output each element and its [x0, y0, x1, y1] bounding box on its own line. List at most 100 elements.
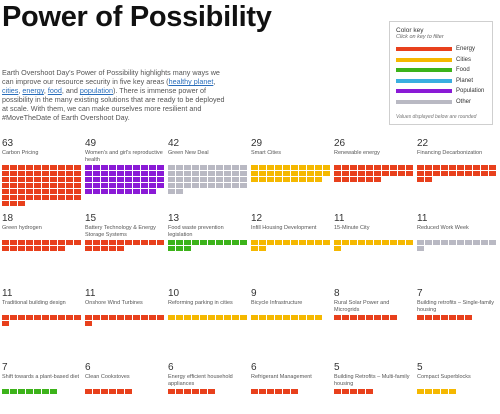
value-block	[149, 171, 156, 176]
value-block	[149, 165, 156, 170]
link-population[interactable]: population	[79, 86, 114, 95]
value-block	[291, 171, 298, 176]
color-key-item-planet[interactable]: Planet	[396, 76, 486, 87]
value-block	[481, 165, 488, 170]
value-block	[216, 183, 223, 188]
value-block	[74, 315, 81, 320]
value-block	[133, 165, 140, 170]
value-block	[299, 171, 306, 176]
value-block	[291, 315, 298, 320]
solution-tile[interactable]: 6 Energy efficient household appliances	[168, 362, 248, 395]
color-key-item-energy[interactable]: Energy	[396, 44, 486, 55]
value-block	[299, 315, 306, 320]
solution-tile[interactable]: 29 Smart Cities	[251, 138, 331, 183]
value-block	[224, 183, 231, 188]
solution-tile[interactable]: 5 Building Retrofits – Multi-family housi…	[334, 362, 414, 395]
value-block	[10, 246, 17, 251]
value-block	[200, 165, 207, 170]
solution-value: 13	[168, 213, 180, 224]
color-key-panel: Color key Click on key to filter Energy C…	[389, 21, 493, 125]
value-block	[473, 165, 480, 170]
value-block	[85, 321, 92, 326]
link-energy[interactable]: energy	[22, 86, 44, 95]
solution-tile[interactable]: 13 Food waste prevention legislation	[168, 213, 248, 252]
solution-tile[interactable]: 6 Refrigerant Management	[251, 362, 331, 395]
value-block	[176, 389, 183, 394]
value-blocks	[334, 165, 414, 183]
value-block	[291, 165, 298, 170]
value-block	[200, 171, 207, 176]
solution-label: Battery Technology & Energy Storage Syst…	[85, 225, 156, 238]
value-block	[149, 315, 156, 320]
solution-tile[interactable]: 11 Onshore Wind Turbines	[85, 288, 165, 327]
solution-label: Infill Housing Development	[251, 225, 317, 231]
solution-value: 5	[334, 362, 340, 373]
value-block	[34, 240, 41, 245]
value-block	[176, 171, 183, 176]
link-cities[interactable]: cities	[2, 86, 19, 95]
value-block	[168, 315, 175, 320]
value-block	[109, 189, 116, 194]
value-block	[18, 246, 25, 251]
solution-label: Renewable energy	[334, 150, 380, 156]
value-block	[425, 315, 432, 320]
value-block	[473, 240, 480, 245]
solution-value: 5	[417, 362, 423, 373]
value-block	[34, 189, 41, 194]
value-block	[141, 183, 148, 188]
value-block	[449, 240, 456, 245]
solution-tile[interactable]: 15 Battery Technology & Energy Storage Sy…	[85, 213, 165, 252]
solution-tile[interactable]: 26 Renewable energy	[334, 138, 414, 183]
link-food[interactable]: food	[47, 86, 62, 95]
value-block	[34, 246, 41, 251]
value-block	[240, 315, 247, 320]
value-block	[449, 315, 456, 320]
solution-value: 6	[251, 362, 257, 373]
value-block	[26, 165, 33, 170]
color-key-item-food[interactable]: Food	[396, 65, 486, 76]
solution-tile[interactable]: 5 Compact Superblocks	[417, 362, 497, 395]
solution-tile[interactable]: 6 Clean Cookstoves	[85, 362, 165, 395]
value-block	[216, 171, 223, 176]
value-block	[457, 171, 464, 176]
solution-tile[interactable]: 8 Rural Solar Power and Microgrids	[334, 288, 414, 321]
solution-label: Financing Decarbonization	[417, 150, 483, 156]
value-block	[390, 171, 397, 176]
solution-tile[interactable]: 7 Building retrofits – Single-family hous…	[417, 288, 497, 321]
value-blocks	[2, 240, 82, 252]
solution-tile[interactable]: 49 Women's and girl's reproductive health	[85, 138, 165, 195]
value-block	[232, 183, 239, 188]
value-block	[232, 240, 239, 245]
value-block	[157, 165, 164, 170]
solution-tile[interactable]: 18 Green hydrogen	[2, 213, 82, 252]
color-key-item-population[interactable]: Population	[396, 86, 486, 97]
solution-tile[interactable]: 22 Financing Decarbonization	[417, 138, 497, 183]
value-block	[267, 315, 274, 320]
solution-tile[interactable]: 11 Reduced Work Week	[417, 213, 497, 252]
value-block	[74, 171, 81, 176]
color-key-item-other[interactable]: Other	[396, 97, 486, 108]
solution-tile[interactable]: 11 15-Minute City	[334, 213, 414, 252]
value-block	[224, 165, 231, 170]
solution-tile[interactable]: 7 Shift towards a plant-based diet	[2, 362, 82, 395]
solution-tile[interactable]: 12 Infill Housing Development	[251, 213, 331, 252]
solution-tile[interactable]: 63 Carbon Pricing	[2, 138, 82, 207]
link-healthy-planet[interactable]: healthy planet	[168, 77, 214, 86]
solution-label: 15-Minute City	[334, 225, 370, 231]
value-block	[109, 246, 116, 251]
solution-tile[interactable]: 42 Green New Deal	[168, 138, 248, 195]
solution-tile[interactable]: 11 Traditional building design	[2, 288, 82, 327]
color-key-item-cities[interactable]: Cities	[396, 55, 486, 66]
solution-tile[interactable]: 9 Bicycle Infrastructure	[251, 288, 331, 321]
value-block	[26, 183, 33, 188]
value-block	[117, 165, 124, 170]
value-block	[489, 240, 496, 245]
value-block	[85, 389, 92, 394]
value-blocks	[2, 165, 82, 207]
color-swatch	[396, 57, 452, 62]
value-block	[200, 177, 207, 182]
value-block	[240, 171, 247, 176]
value-block	[2, 315, 9, 320]
solution-tile[interactable]: 10 Reforming parking in cities	[168, 288, 248, 321]
value-block	[433, 165, 440, 170]
